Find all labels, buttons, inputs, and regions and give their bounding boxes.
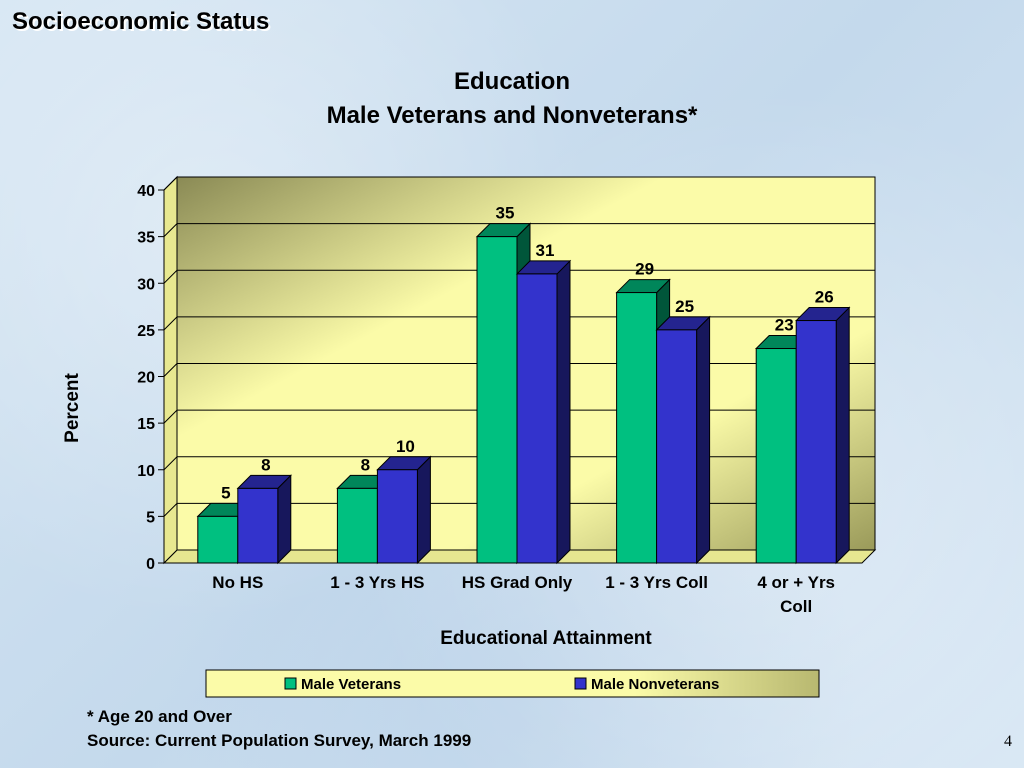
legend-label: Male Nonveterans [591, 676, 719, 693]
page-number: 4 [1004, 733, 1012, 750]
y-tick-label: 15 [137, 416, 155, 433]
legend: Male Veterans Male Nonveterans [205, 669, 820, 698]
chart-title-line-1: Education [453, 68, 570, 95]
y-tick-label: 10 [137, 463, 155, 480]
y-axis-title: Percent [62, 372, 83, 442]
bar [236, 474, 293, 565]
data-label: 10 [396, 437, 415, 456]
slide-title: Socioeconomic Status [12, 8, 270, 35]
data-label: 31 [536, 241, 555, 260]
chart-title-line-2: Male Veterans and Nonveterans* [326, 102, 698, 129]
y-tick-label: 30 [137, 276, 155, 293]
y-tick-label: 25 [137, 323, 155, 340]
x-tick-label: No HS [212, 573, 263, 592]
y-tick-label: 40 [137, 183, 155, 200]
legend-box [205, 669, 820, 698]
x-tick-label: Coll [780, 597, 812, 616]
data-label: 5 [221, 483, 230, 502]
x-axis-title: Educational Attainment [440, 628, 652, 649]
y-tick-label: 35 [137, 230, 155, 247]
data-label: 25 [675, 297, 694, 316]
source-note: Source: Current Population Survey, March… [87, 731, 472, 750]
legend-label: Male Veterans [301, 676, 401, 693]
bar [515, 259, 572, 565]
data-label: 29 [635, 260, 654, 279]
data-label: 35 [496, 204, 515, 223]
x-tick-label: HS Grad Only [462, 573, 573, 592]
footnote: * Age 20 and Over [87, 707, 232, 726]
y-tick-label: 20 [137, 370, 155, 387]
legend-swatch [284, 677, 297, 690]
legend-swatch [574, 677, 587, 690]
bar [794, 306, 851, 565]
x-tick-label: 4 or + Yrs [757, 573, 835, 592]
gridline [163, 269, 875, 284]
data-label: 8 [261, 455, 270, 474]
y-tick-label: 0 [146, 556, 155, 573]
data-label: 23 [775, 316, 794, 335]
gridline [163, 176, 875, 191]
x-tick-label: 1 - 3 Yrs HS [330, 573, 424, 592]
bar [376, 455, 432, 565]
data-label: 8 [361, 455, 370, 474]
gridline [163, 223, 875, 237]
data-label: 26 [815, 288, 834, 307]
y-tick-label: 5 [146, 509, 155, 526]
x-tick-label: 1 - 3 Yrs Coll [605, 573, 708, 592]
bar [655, 315, 711, 565]
